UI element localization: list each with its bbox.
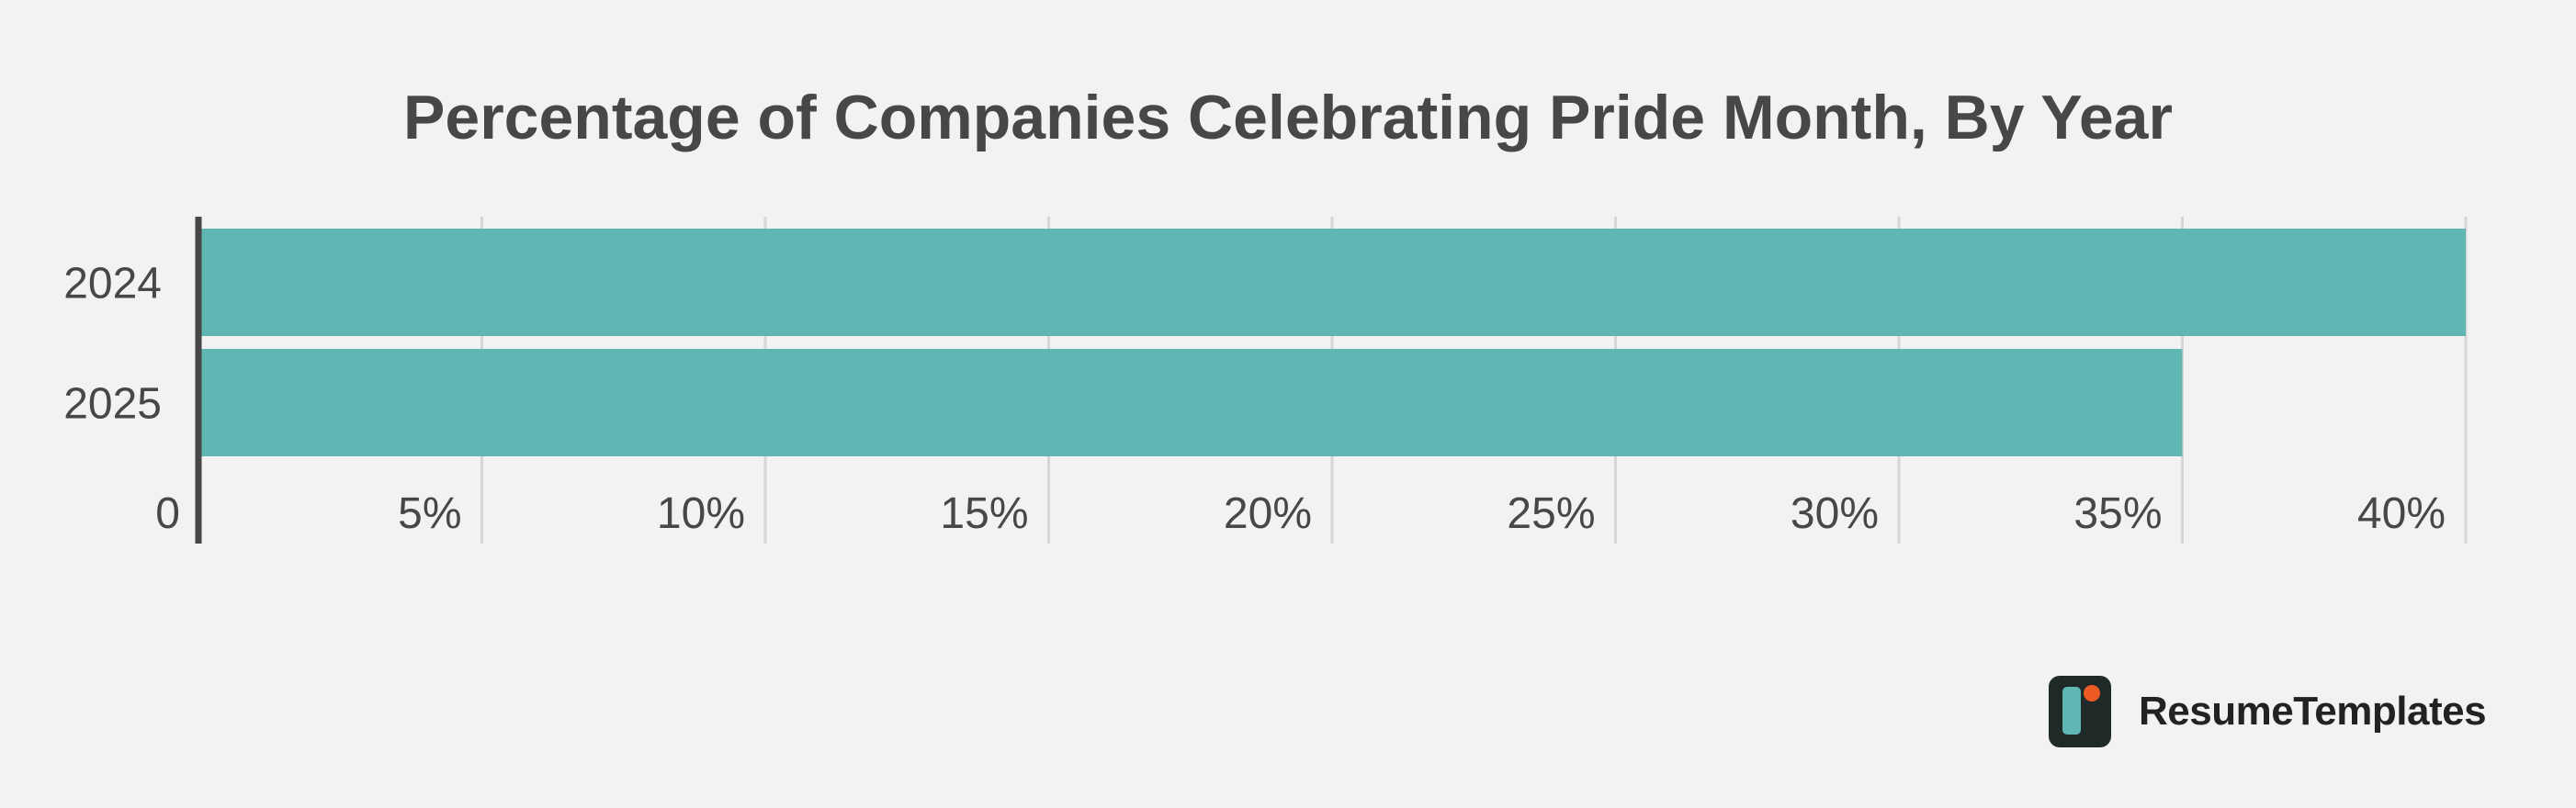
bar: [198, 229, 2466, 336]
bars: [198, 229, 2466, 456]
x-tick-label: 0: [155, 489, 180, 538]
x-tick-label: 25%: [1507, 489, 1595, 538]
bar: [198, 349, 2183, 456]
x-tick-label: 10%: [657, 489, 745, 538]
axes: 0 5% 10% 15% 20% 25% 30% 35% 40% 2024 2025: [63, 217, 2446, 544]
brand-footer: ResumeTemplates: [2049, 676, 2487, 747]
resumetemplates-logo-icon: [2049, 676, 2111, 747]
brand-name: ResumeTemplates: [2139, 689, 2487, 734]
x-tick-label: 40%: [2357, 489, 2446, 538]
x-tick-label: 15%: [940, 489, 1028, 538]
x-tick-label: 30%: [1791, 489, 1879, 538]
x-tick-label: 35%: [2073, 489, 2162, 538]
y-tick-label: 2025: [63, 380, 162, 429]
chart-title: Percentage of Companies Celebrating Prid…: [403, 83, 2173, 152]
x-tick-label: 5%: [398, 489, 461, 538]
x-tick-label: 20%: [1224, 489, 1312, 538]
y-tick-label: 2024: [63, 260, 162, 309]
